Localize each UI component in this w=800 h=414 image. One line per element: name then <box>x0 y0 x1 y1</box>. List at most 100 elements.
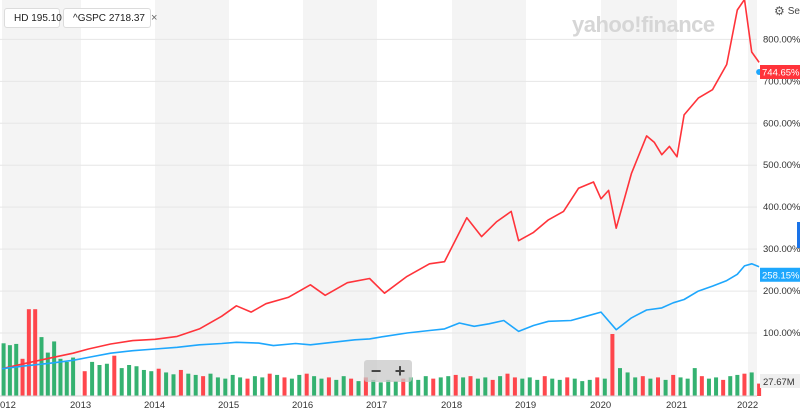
volume-bar <box>483 377 488 396</box>
volume-bar <box>461 377 466 396</box>
gspc-last-value-label-box <box>760 267 800 282</box>
volume-bar <box>134 366 139 396</box>
volume-bar <box>663 379 668 396</box>
x-tick-label: 2019 <box>515 400 536 411</box>
volume-bar <box>149 371 154 396</box>
volume-bar <box>90 361 95 396</box>
y-tick-label: 500.00% <box>763 160 800 171</box>
zoom-controls: − + <box>364 360 412 382</box>
volume-bar <box>468 376 473 396</box>
volume-bar <box>208 373 213 396</box>
x-tick-label: 2021 <box>666 400 687 411</box>
gspc-last-value-label: 258.15% <box>762 270 800 281</box>
volume-bar <box>223 378 228 396</box>
volume-bar <box>550 378 555 396</box>
volume-bar <box>304 373 309 396</box>
year-band <box>748 0 757 396</box>
x-tick-label: 2015 <box>218 400 239 411</box>
volume-bar <box>527 377 532 396</box>
volume-bar <box>112 355 117 396</box>
volume-bar <box>618 368 622 396</box>
volume-bar <box>230 374 235 396</box>
gspc-symbol: ^GSPC <box>73 12 107 24</box>
volume-bar <box>678 377 683 396</box>
volume-bar <box>699 376 704 396</box>
volume-bar <box>97 365 102 396</box>
volume-bar <box>692 368 697 396</box>
year-band <box>155 0 229 396</box>
volume-bar <box>260 377 265 396</box>
volume-bar <box>238 377 243 396</box>
y-tick-label: 400.00% <box>763 202 800 213</box>
volume-bar <box>26 309 31 396</box>
volume-bar <box>512 377 517 396</box>
legend-hd[interactable]: HD 195.10 <box>4 8 62 28</box>
volume-bar <box>64 361 69 396</box>
volume-bar <box>633 377 638 396</box>
volume-bar <box>685 378 690 396</box>
volume-bar <box>656 377 660 396</box>
year-band <box>452 0 526 396</box>
volume-bar <box>714 377 719 396</box>
volume-bar <box>520 378 525 396</box>
volume-bar <box>71 357 76 396</box>
zoom-in-button[interactable]: + <box>394 361 406 381</box>
volume-label-box <box>760 374 800 388</box>
volume-bar <box>595 377 600 396</box>
volume-bar <box>156 368 161 396</box>
volume-bar <box>252 376 257 396</box>
gear-icon: ⚙ <box>774 4 785 18</box>
volume-bar <box>7 345 12 396</box>
volume-bar <box>706 378 711 396</box>
legend-gspc[interactable]: ^GSPC 2718.37 × <box>63 8 157 28</box>
year-band <box>2 0 81 396</box>
y-tick-label: 200.00% <box>763 286 800 297</box>
volume-bar <box>640 376 645 396</box>
volume-bar <box>141 369 146 396</box>
volume-bar <box>446 376 451 396</box>
volume-bar <box>475 378 480 396</box>
volume-bar <box>319 378 324 396</box>
volume-bar <box>587 379 592 396</box>
close-icon[interactable]: × <box>150 12 158 24</box>
series-line-gspc <box>1 263 760 370</box>
hd-last-value-label: 744.65% <box>762 68 800 79</box>
volume-bar <box>378 382 383 396</box>
volume-bar <box>431 378 436 396</box>
volume-bar <box>164 372 169 396</box>
gspc-value: 2718.37 <box>108 12 145 24</box>
volume-bar <box>193 374 198 396</box>
volume-bar <box>557 379 562 396</box>
zoom-out-button[interactable]: − <box>370 361 382 381</box>
volume-bar <box>45 352 50 396</box>
volume-bar <box>580 381 585 396</box>
volume-bar <box>349 378 354 396</box>
volume-bar <box>289 378 294 396</box>
y-tick-label: 800.00% <box>763 34 800 45</box>
x-tick-label: 2017 <box>366 400 387 411</box>
volume-bar <box>610 334 615 396</box>
volume-bar <box>341 376 346 396</box>
volume-bar <box>275 374 280 396</box>
volume-bar <box>648 378 653 396</box>
x-tick-label: 2018 <box>441 400 462 411</box>
volume-bar <box>104 363 109 396</box>
x-tick-label: 2014 <box>144 400 165 411</box>
x-tick-label: 2022 <box>737 400 758 411</box>
x-tick-label: 2016 <box>292 400 313 411</box>
volume-bar <box>186 373 191 396</box>
volume-bar <box>1 343 6 396</box>
settings-button[interactable]: ⚙ Set <box>774 4 800 18</box>
volume-bar <box>757 383 762 396</box>
volume-bar <box>671 374 676 396</box>
volume-bar <box>602 378 607 396</box>
volume-bar <box>119 368 124 396</box>
volume-bar <box>245 378 250 396</box>
hd-value: 195.10 <box>31 12 62 24</box>
volume-bar <box>58 358 63 396</box>
volume-bar <box>297 374 302 396</box>
volume-bar <box>535 379 540 396</box>
volume-bar <box>393 381 398 396</box>
volume-bar <box>127 365 132 396</box>
